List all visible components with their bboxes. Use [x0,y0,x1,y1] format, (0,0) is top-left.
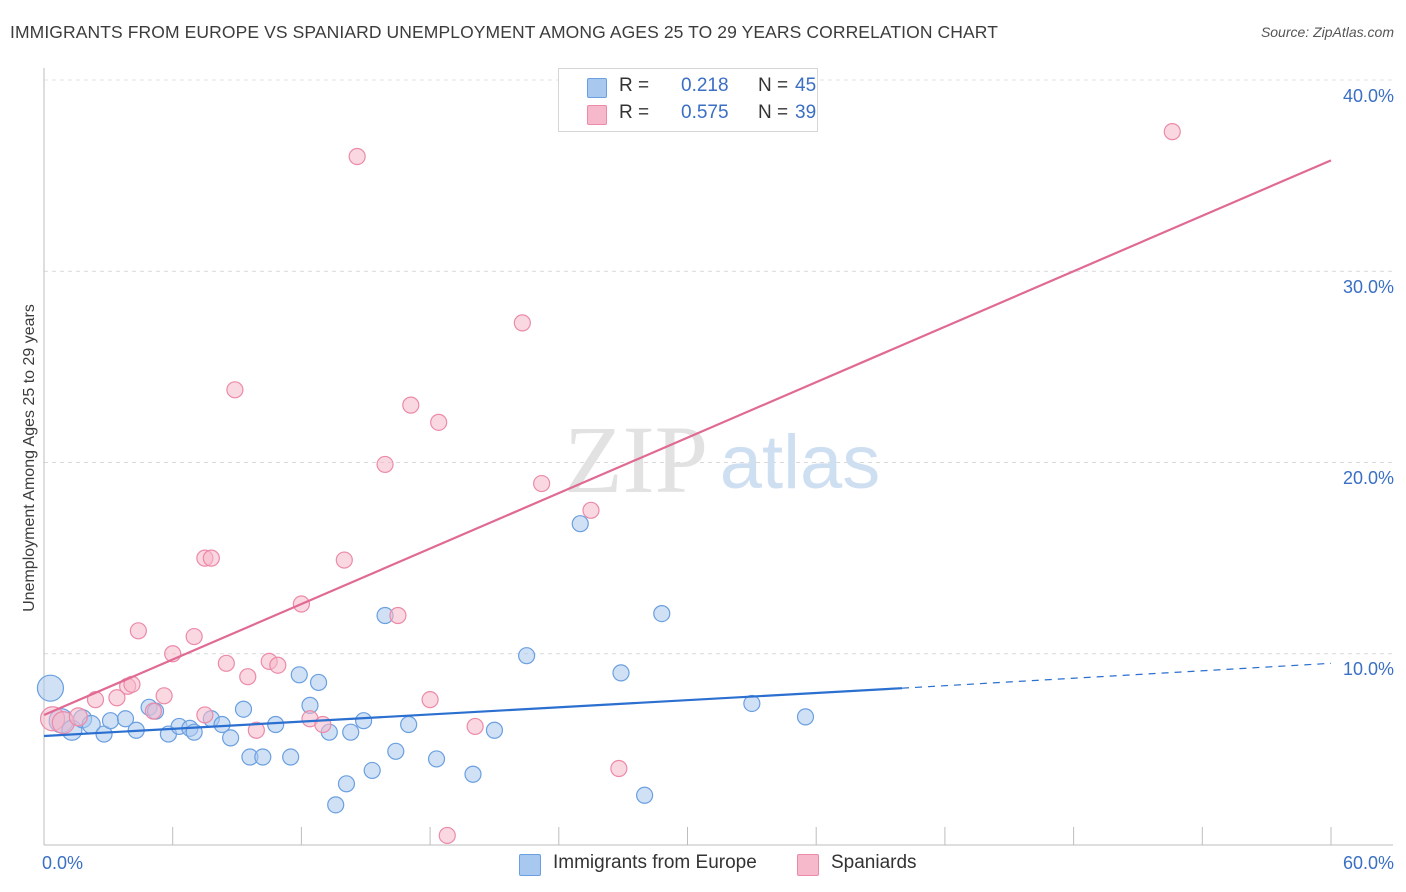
data-point-spaniards [389,606,407,625]
n-label: N = [758,75,789,96]
axes [43,68,1393,846]
data-point-spaniards [196,706,214,724]
data-point-immigrants [116,710,135,728]
watermark-atlas: atlas [720,420,881,505]
data-point-immigrants [400,715,418,734]
r-value: 0.218 [681,75,729,96]
data-point-immigrants [363,761,381,780]
data-point-spaniards [610,759,628,778]
data-point-spaniards [269,656,287,674]
legend-label: Spaniards [831,852,917,873]
legend-swatch-pink [797,854,819,876]
data-point-spaniards [533,474,551,493]
data-point-spaniards [430,413,448,431]
n-value: 39 [795,102,817,123]
data-point-immigrants [342,723,360,741]
y-tick-label-40: 40.0% [1342,86,1394,106]
legend-swatch-blue [587,78,607,98]
series-spaniards-points [39,123,1181,845]
data-point-spaniards [348,147,366,166]
source-credit: Source: ZipAtlas.com [1260,24,1394,40]
data-point-immigrants [309,673,328,692]
r-label: R = [619,102,650,123]
trend-line-immigrants [43,687,903,738]
data-point-immigrants [518,647,536,665]
x-tick-label-max: 60.0% [1342,853,1394,873]
n-label: N = [758,102,789,123]
grid-lines [44,79,1393,655]
legend-swatch-pink [587,105,607,125]
data-point-spaniards [582,501,600,519]
series-immigrants-points [36,515,815,814]
trend-line-spaniards [43,159,1332,716]
data-point-immigrants [234,700,253,718]
data-point-immigrants [254,748,272,766]
data-point-immigrants [290,666,308,684]
y-tick-label-20: 20.0% [1342,468,1394,488]
data-point-immigrants [222,729,240,747]
legend-label: Immigrants from Europe [553,852,757,873]
data-point-spaniards [217,654,235,672]
data-point-immigrants [267,715,285,734]
x-tick-label-min: 0.0% [42,853,84,873]
y-tick-label-10: 10.0% [1342,659,1394,679]
r-label: R = [619,75,650,96]
data-point-immigrants [635,786,654,804]
data-point-immigrants [337,775,356,793]
legend-swatch-blue [519,854,541,876]
data-point-immigrants [36,674,65,702]
chart-title: IMMIGRANTS FROM EUROPE VS SPANIARD UNEMP… [10,22,999,42]
data-point-spaniards [144,702,162,720]
trend-lines [43,159,1332,738]
data-point-spaniards [155,687,173,705]
r-value: 0.575 [681,102,729,123]
n-value: 45 [795,75,817,96]
data-point-spaniards [202,549,220,567]
trend-line-immigrants-extension [901,662,1332,689]
data-point-spaniards [185,627,203,646]
data-point-immigrants [653,604,671,623]
data-point-immigrants [282,748,300,766]
data-point-immigrants [213,715,231,734]
data-point-immigrants [355,712,373,730]
correlation-legend: R = 0.218 N = 45 R = 0.575 N = 39 [558,68,818,132]
data-point-spaniards [108,689,126,707]
data-point-spaniards [402,396,420,414]
data-point-spaniards [247,721,265,739]
y-axis-label: Unemployment Among Ages 25 to 29 years [21,304,38,612]
data-point-immigrants [571,515,589,533]
data-point-spaniards [513,314,531,332]
data-point-immigrants [796,708,815,726]
data-point-spaniards [129,622,147,640]
data-point-immigrants [485,721,504,739]
data-point-spaniards [68,707,88,727]
y-tick-label-30: 30.0% [1342,277,1394,297]
data-point-spaniards [239,668,257,686]
data-point-immigrants [464,765,482,783]
data-point-spaniards [466,717,484,736]
data-point-immigrants [427,750,446,768]
data-point-spaniards [438,826,456,845]
data-point-immigrants [327,796,345,814]
data-point-spaniards [421,691,439,709]
data-point-spaniards [226,381,244,399]
data-point-spaniards [335,551,353,569]
data-point-immigrants [387,742,405,760]
data-point-spaniards [1163,123,1181,141]
data-point-immigrants [612,664,630,682]
data-point-spaniards [376,455,394,474]
data-point-immigrants [101,712,120,730]
data-point-spaniards [314,715,332,734]
